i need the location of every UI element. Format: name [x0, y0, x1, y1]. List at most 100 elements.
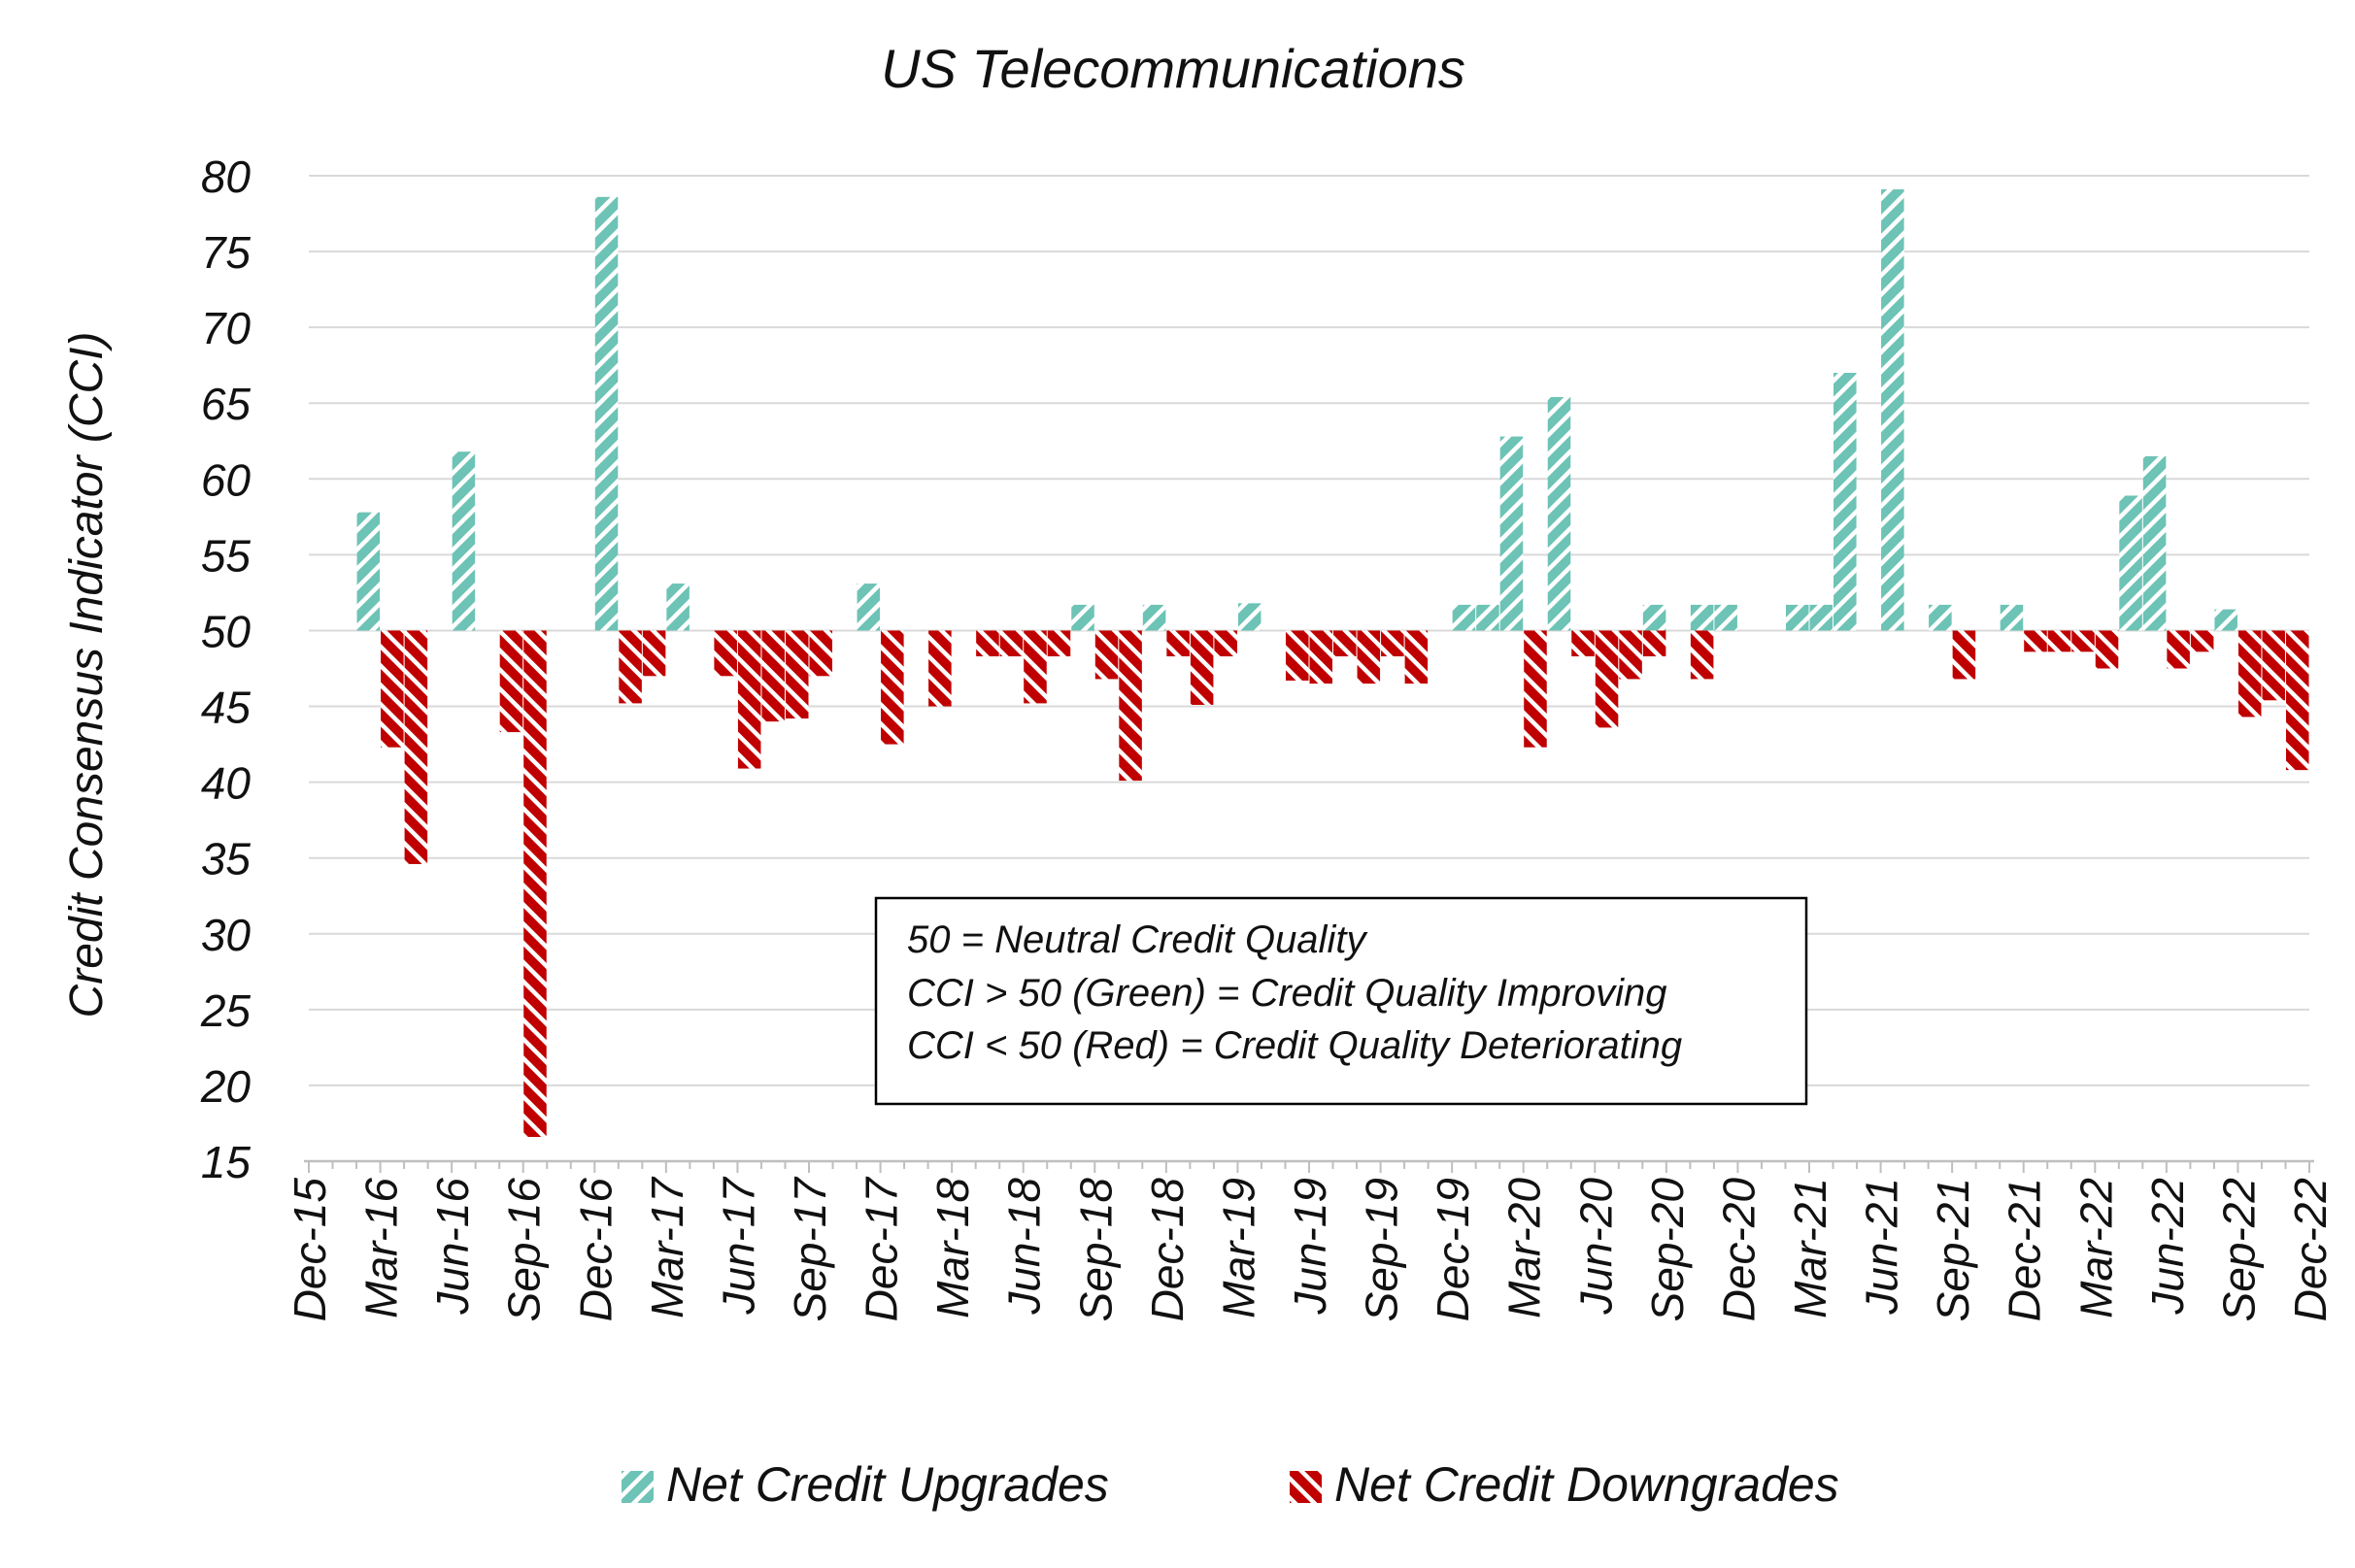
x-tick-label: Mar-17	[642, 1177, 692, 1318]
x-tick-label: Jun-16	[427, 1178, 478, 1316]
y-tick-label: 45	[201, 683, 252, 733]
x-tick-label: Dec-18	[1142, 1178, 1193, 1322]
y-tick-label: 25	[200, 985, 252, 1036]
bar-downgrade	[381, 630, 404, 748]
bar-downgrade	[1381, 630, 1404, 657]
x-tick-label: Mar-16	[356, 1178, 407, 1318]
y-tick-label: 70	[201, 303, 252, 353]
x-tick-label: Sep-20	[1642, 1178, 1693, 1322]
bar-downgrade	[2262, 630, 2285, 701]
y-tick-label: 60	[201, 454, 252, 505]
bar-upgrade	[1476, 604, 1499, 631]
bar-downgrade	[1333, 630, 1357, 657]
x-tick-label: Dec-19	[1428, 1178, 1478, 1321]
y-tick-label: 15	[201, 1137, 252, 1187]
x-tick-label: Mar-18	[927, 1178, 978, 1318]
bar-upgrade	[2000, 604, 2024, 631]
bar-downgrade	[714, 630, 737, 677]
y-tick-label: 55	[201, 530, 252, 581]
bar-downgrade	[1642, 630, 1666, 657]
bar-upgrade	[857, 584, 881, 631]
bar-upgrade	[1785, 604, 1809, 631]
bar-downgrade	[761, 630, 785, 722]
bar-upgrade	[452, 451, 476, 631]
bar-downgrade	[2024, 630, 2047, 652]
bar-upgrade	[666, 584, 690, 631]
bar-downgrade	[2071, 630, 2095, 652]
annotation-line-1: 50 = Neutral Credit Quality	[907, 918, 1368, 961]
bar-upgrade	[1142, 604, 1166, 631]
bar-upgrade	[1834, 373, 1857, 631]
bar-upgrade	[2142, 455, 2167, 631]
x-tick-label: Sep-19	[1357, 1178, 1407, 1321]
bar-downgrade	[1119, 630, 1142, 782]
x-tick-label: Jun-18	[999, 1178, 1050, 1316]
bar-downgrade	[1690, 630, 1714, 680]
bar-downgrade	[499, 630, 523, 733]
y-tick-labels: 80 75 70 65 60 55 50 45 40 35 30 25 20 15	[200, 151, 252, 1187]
x-axis: Dec-15 Mar-16 Jun-16 Sep-16 Dec-16 Mar-17 Jun-…	[285, 1159, 2336, 1322]
bar-upgrade	[356, 512, 381, 631]
y-tick-label: 50	[201, 606, 252, 656]
x-tick-label: Mar-19	[1213, 1178, 1263, 1318]
x-tick-label: Dec-17	[857, 1177, 907, 1322]
annotation-line-3: CCI < 50 (Red) = Credit Quality Deterior…	[907, 1024, 1682, 1067]
bar-upgrade	[1714, 604, 1737, 631]
legend-swatch-upgrades	[622, 1471, 654, 1503]
bar-downgrade	[2285, 630, 2309, 771]
x-tick-label: Jun-19	[1285, 1178, 1335, 1316]
bar-downgrade	[2190, 630, 2214, 652]
y-tick-label: 40	[201, 758, 252, 809]
bar-upgrade	[1237, 603, 1262, 631]
legend: Net Credit Upgrades Net Credit Downgrade…	[622, 1457, 1839, 1512]
legend-label-upgrades: Net Credit Upgrades	[666, 1457, 1109, 1512]
annotation-box: 50 = Neutral Credit Quality CCI > 50 (Gr…	[874, 896, 1808, 1106]
bar-upgrade	[1690, 604, 1714, 631]
bars	[356, 189, 2309, 1138]
y-tick-label: 30	[201, 910, 252, 960]
bar-downgrade	[1166, 630, 1190, 657]
legend-swatch-downgrades	[1290, 1471, 1322, 1503]
y-tick-label: 35	[201, 834, 252, 884]
bar-upgrade	[1642, 604, 1666, 631]
bar-downgrade	[1309, 630, 1333, 684]
bar-downgrade	[928, 630, 952, 707]
bar-downgrade	[2167, 630, 2190, 669]
x-tick-label: Sep-18	[1070, 1178, 1121, 1322]
legend-label-downgrades: Net Credit Downgrades	[1334, 1457, 1839, 1512]
x-tick-label: Dec-15	[285, 1178, 335, 1322]
bar-downgrade	[404, 630, 428, 864]
x-tick-label: Dec-21	[2000, 1178, 2050, 1321]
bar-downgrade	[2095, 630, 2119, 669]
bar-downgrade	[809, 630, 833, 677]
annotation-line-2: CCI > 50 (Green) = Credit Quality Improv…	[907, 972, 1667, 1015]
y-axis-label: Credit Consensus Indicator (CCI)	[61, 332, 113, 1018]
bar-downgrade	[1524, 630, 1547, 748]
bar-downgrade	[1952, 630, 1976, 680]
x-tick-label: Jun-20	[1570, 1178, 1621, 1316]
bar-downgrade	[1047, 630, 1071, 657]
bar-downgrade	[1595, 630, 1619, 728]
x-tick-label: Jun-17	[713, 1177, 763, 1316]
bar-upgrade	[1881, 189, 1904, 631]
bar-upgrade	[2214, 609, 2237, 631]
y-tick-label: 20	[200, 1061, 252, 1112]
x-tick-label: Sep-21	[1928, 1178, 1978, 1321]
bar-downgrade	[881, 630, 904, 745]
bar-downgrade	[785, 630, 809, 719]
bar-downgrade	[2237, 630, 2262, 717]
x-tick-label: Sep-22	[2213, 1178, 2264, 1321]
bar-upgrade	[1809, 604, 1834, 631]
bar-downgrade	[1024, 630, 1047, 704]
x-tick-label: Mar-22	[2070, 1178, 2121, 1318]
bar-downgrade	[1357, 630, 1381, 684]
bar-downgrade	[1190, 630, 1214, 705]
bar-upgrade	[594, 196, 619, 631]
bar-downgrade	[976, 630, 999, 657]
bar-downgrade	[1094, 630, 1119, 680]
y-tick-label: 80	[201, 151, 252, 202]
bar-upgrade	[2119, 495, 2142, 631]
x-tick-label: Jun-21	[1857, 1178, 1907, 1316]
